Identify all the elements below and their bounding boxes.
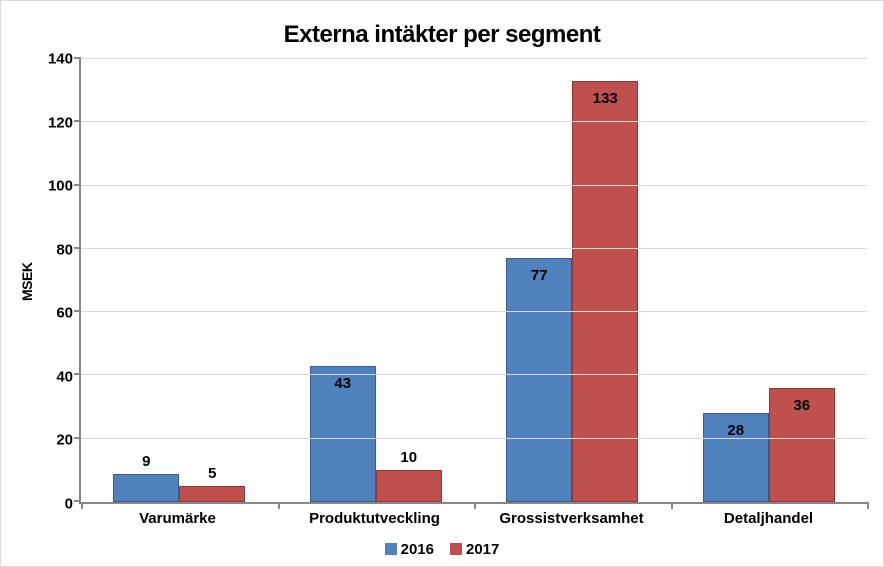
legend-swatch (450, 543, 462, 555)
bar-group: 2836 (671, 59, 868, 502)
bar-value-label: 9 (114, 453, 178, 470)
bar: 43 (310, 366, 376, 502)
legend-swatch (385, 543, 397, 555)
gridline (81, 185, 867, 186)
y-tick-label: 20 (56, 432, 73, 449)
bar: 9 (113, 474, 179, 502)
y-tick-label: 60 (56, 305, 73, 322)
y-axis-ticks: 020406080100120140 (37, 59, 79, 504)
x-category-label: Varumärke (79, 504, 276, 527)
bar: 36 (769, 388, 835, 502)
y-tick-mark (74, 57, 81, 59)
y-tick-mark (74, 184, 81, 186)
x-tick-mark (474, 502, 476, 509)
legend-label: 2016 (401, 541, 434, 558)
y-tick-mark (74, 500, 81, 502)
gridline (81, 438, 867, 439)
y-tick-mark (74, 437, 81, 439)
x-category-label: Produktutveckling (276, 504, 473, 527)
gridline (81, 374, 867, 375)
chart-body: MSEK 020406080100120140 954310771332836 (17, 59, 867, 504)
bar-value-label: 77 (507, 267, 571, 284)
y-tick-mark (74, 310, 81, 312)
x-tick-mark (81, 502, 83, 509)
y-tick-label: 80 (56, 241, 73, 258)
legend-item: 2017 (450, 541, 499, 558)
gridline (81, 248, 867, 249)
gridline (81, 121, 867, 122)
y-tick-mark (74, 247, 81, 249)
x-axis-categories: VarumärkeProduktutvecklingGrossistverksa… (79, 504, 867, 527)
bar: 133 (572, 81, 638, 502)
y-tick-label: 40 (56, 368, 73, 385)
y-tick-mark (74, 373, 81, 375)
bar: 28 (703, 413, 769, 502)
bar-value-label: 43 (311, 375, 375, 392)
bar-group: 95 (81, 59, 278, 502)
y-tick-label: 120 (48, 114, 73, 131)
bar-value-label: 10 (377, 449, 441, 466)
plot-area: 95 43 10 77 133 2836 (79, 59, 867, 504)
bar: 10 (376, 470, 442, 502)
legend: 2016 2017 (17, 527, 867, 558)
y-tick-label: 100 (48, 178, 73, 195)
legend-label: 2017 (466, 541, 499, 558)
legend-item: 2016 (385, 541, 434, 558)
x-category-label: Grossistverksamhet (473, 504, 670, 527)
x-tick-mark (278, 502, 280, 509)
bar-value-label: 133 (573, 90, 637, 107)
bar-value-label: 5 (180, 465, 244, 482)
y-tick-label: 0 (65, 496, 73, 513)
bar: 77 (506, 258, 572, 502)
x-tick-mark (671, 502, 673, 509)
y-axis-label: MSEK (17, 59, 37, 504)
y-tick-label: 140 (48, 51, 73, 68)
chart-title: Externa intäkter per segment (17, 21, 867, 49)
bar-group: 77 133 (474, 59, 671, 502)
x-category-label: Detaljhandel (670, 504, 867, 527)
y-tick-mark (74, 120, 81, 122)
x-tick-mark (867, 502, 869, 509)
bar: 5 (179, 486, 245, 502)
bar-value-label: 36 (770, 397, 834, 414)
bar-group: 43 10 (278, 59, 475, 502)
bars-layer: 95 43 10 77 133 2836 (81, 59, 867, 502)
chart-container: Externa intäkter per segment MSEK 0 20 40 6… (0, 0, 884, 567)
gridline (81, 58, 867, 59)
gridline (81, 311, 867, 312)
